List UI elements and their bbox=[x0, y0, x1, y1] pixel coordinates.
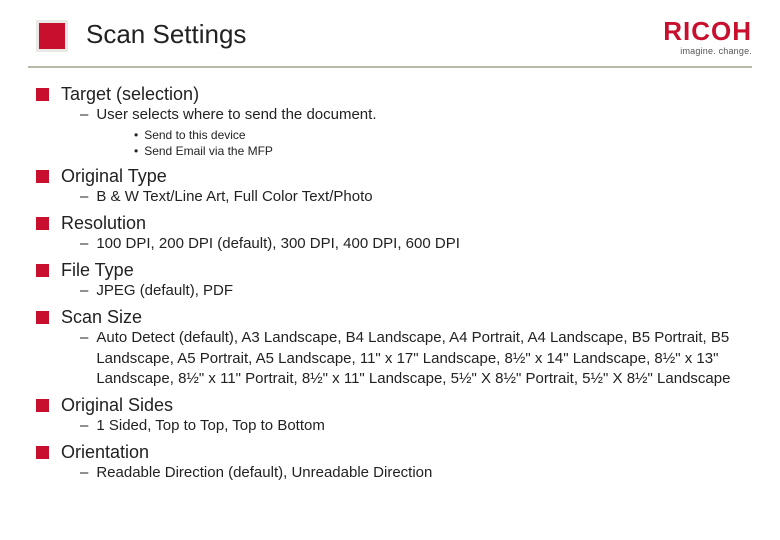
dash-bullet-icon: – bbox=[80, 105, 88, 125]
item-head: File Type bbox=[36, 260, 752, 281]
sub-line: –B & W Text/Line Art, Full Color Text/Ph… bbox=[80, 187, 752, 207]
sub-item: –B & W Text/Line Art, Full Color Text/Ph… bbox=[36, 187, 752, 207]
item-head: Scan Size bbox=[36, 307, 752, 328]
square-bullet-icon bbox=[36, 170, 49, 183]
sub-text: B & W Text/Line Art, Full Color Text/Pho… bbox=[96, 187, 372, 207]
square-bullet-icon bbox=[36, 446, 49, 459]
page-title: Scan Settings bbox=[86, 19, 246, 50]
list-item: File Type–JPEG (default), PDF bbox=[36, 260, 752, 301]
item-title: Original Sides bbox=[61, 395, 173, 416]
sub-sub-line: • Send Email via the MFP bbox=[134, 143, 752, 159]
square-bullet-icon bbox=[36, 88, 49, 101]
item-head: Original Type bbox=[36, 166, 752, 187]
dot-bullet-icon: • bbox=[134, 127, 138, 143]
list-item: Orientation–Readable Direction (default)… bbox=[36, 442, 752, 483]
sub-text: User selects where to send the document. bbox=[96, 105, 376, 125]
item-title: Orientation bbox=[61, 442, 149, 463]
item-title: Resolution bbox=[61, 213, 146, 234]
dash-bullet-icon: – bbox=[80, 234, 88, 254]
sub-item: –100 DPI, 200 DPI (default), 300 DPI, 40… bbox=[36, 234, 752, 254]
sub-sub-text: Send to this device bbox=[144, 127, 245, 143]
dash-bullet-icon: – bbox=[80, 187, 88, 207]
list-item: Original Type–B & W Text/Line Art, Full … bbox=[36, 166, 752, 207]
logo-block: RICOH imagine. change. bbox=[663, 18, 752, 56]
list-item: Target (selection)–User selects where to… bbox=[36, 84, 752, 160]
sub-item: –Auto Detect (default), A3 Landscape, B4… bbox=[36, 328, 752, 389]
item-head: Orientation bbox=[36, 442, 752, 463]
square-bullet-icon bbox=[36, 311, 49, 324]
sub-item: –1 Sided, Top to Top, Top to Bottom bbox=[36, 416, 752, 436]
sub-text: 1 Sided, Top to Top, Top to Bottom bbox=[96, 416, 325, 436]
logo-text: RICOH bbox=[663, 18, 752, 44]
sub-item: –JPEG (default), PDF bbox=[36, 281, 752, 301]
item-title: Target (selection) bbox=[61, 84, 199, 105]
title-square-icon bbox=[36, 20, 68, 52]
list-item: Scan Size–Auto Detect (default), A3 Land… bbox=[36, 307, 752, 389]
sub-sub-text: Send Email via the MFP bbox=[144, 143, 273, 159]
sub-line: –1 Sided, Top to Top, Top to Bottom bbox=[80, 416, 752, 436]
slide-header: Scan Settings RICOH imagine. change. bbox=[0, 0, 780, 56]
sub-text: JPEG (default), PDF bbox=[96, 281, 233, 301]
list-item: Original Sides–1 Sided, Top to Top, Top … bbox=[36, 395, 752, 436]
item-head: Resolution bbox=[36, 213, 752, 234]
dash-bullet-icon: – bbox=[80, 463, 88, 483]
title-block: Scan Settings bbox=[36, 18, 246, 50]
item-title: File Type bbox=[61, 260, 134, 281]
sub-line: –Readable Direction (default), Unreadabl… bbox=[80, 463, 752, 483]
content-region: Target (selection)–User selects where to… bbox=[0, 78, 780, 484]
dash-bullet-icon: – bbox=[80, 416, 88, 436]
sub-text: Readable Direction (default), Unreadable… bbox=[96, 463, 432, 483]
square-bullet-icon bbox=[36, 399, 49, 412]
item-title: Scan Size bbox=[61, 307, 142, 328]
list-item: Resolution–100 DPI, 200 DPI (default), 3… bbox=[36, 213, 752, 254]
sub-line: –100 DPI, 200 DPI (default), 300 DPI, 40… bbox=[80, 234, 752, 254]
sub-sub-line: • Send to this device bbox=[134, 127, 752, 143]
square-bullet-icon bbox=[36, 217, 49, 230]
sub-line: –JPEG (default), PDF bbox=[80, 281, 752, 301]
header-divider bbox=[28, 66, 752, 68]
item-head: Original Sides bbox=[36, 395, 752, 416]
item-head: Target (selection) bbox=[36, 84, 752, 105]
sub-line: –Auto Detect (default), A3 Landscape, B4… bbox=[80, 328, 752, 389]
sub-text: Auto Detect (default), A3 Landscape, B4 … bbox=[96, 328, 752, 389]
sub-line: –User selects where to send the document… bbox=[80, 105, 752, 125]
dot-bullet-icon: • bbox=[134, 143, 138, 159]
dash-bullet-icon: – bbox=[80, 281, 88, 301]
logo-tagline: imagine. change. bbox=[663, 46, 752, 56]
dash-bullet-icon: – bbox=[80, 328, 88, 348]
item-title: Original Type bbox=[61, 166, 167, 187]
square-bullet-icon bbox=[36, 264, 49, 277]
sub-item: –Readable Direction (default), Unreadabl… bbox=[36, 463, 752, 483]
sub-text: 100 DPI, 200 DPI (default), 300 DPI, 400… bbox=[96, 234, 460, 254]
sub-sub-group: • Send to this device • Send Email via the … bbox=[80, 127, 752, 159]
sub-item: –User selects where to send the document… bbox=[36, 105, 752, 160]
